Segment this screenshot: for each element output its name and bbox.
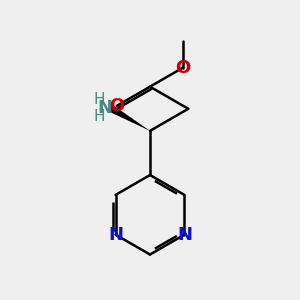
Text: O: O: [109, 97, 124, 115]
Polygon shape: [109, 105, 150, 131]
Text: O: O: [176, 58, 191, 76]
Text: N: N: [177, 226, 192, 244]
Text: N: N: [98, 99, 113, 117]
Text: H: H: [94, 109, 105, 124]
Text: H: H: [94, 92, 105, 107]
Text: N: N: [108, 226, 123, 244]
